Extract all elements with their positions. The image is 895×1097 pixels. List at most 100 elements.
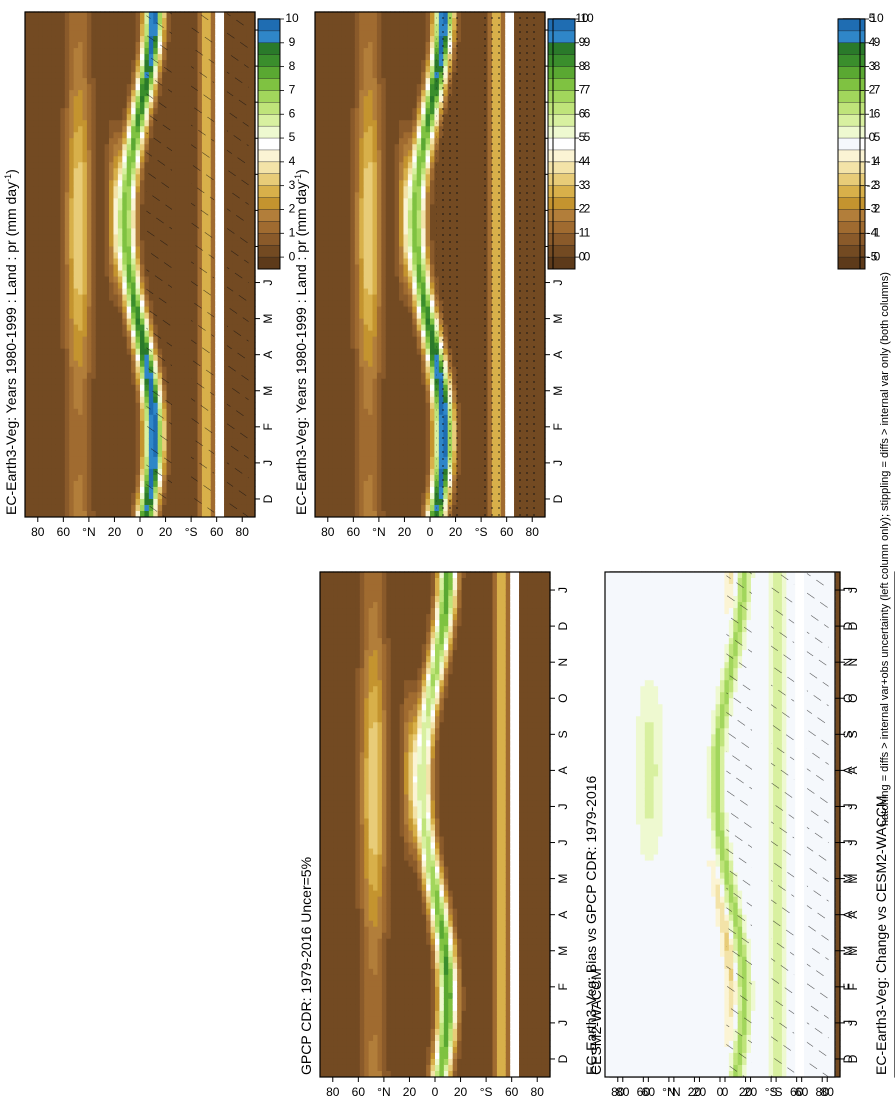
heatmap-cell xyxy=(25,245,31,253)
heatmap-cell xyxy=(69,378,75,385)
heatmap-cell xyxy=(47,161,53,169)
heatmap-cell xyxy=(179,510,185,517)
heatmap-cell xyxy=(86,318,92,325)
heatmap-cell xyxy=(315,348,321,355)
heatmap-cell xyxy=(60,462,66,469)
heatmap-cell xyxy=(109,396,115,403)
heatmap-cell xyxy=(337,438,343,445)
heatmap-cell xyxy=(122,510,128,517)
heatmap-cell xyxy=(73,396,79,403)
heatmap-cell xyxy=(42,486,48,493)
heatmap-cell xyxy=(55,143,61,151)
heatmap-cell xyxy=(184,173,190,181)
heatmap-cell xyxy=(215,71,221,79)
heatmap-cell xyxy=(78,209,84,217)
heatmap-cell xyxy=(82,245,88,253)
heatmap-cell xyxy=(323,366,329,373)
heatmap-cell xyxy=(29,486,35,493)
heatmap-cell xyxy=(64,444,70,451)
heatmap-cell xyxy=(86,275,92,283)
heatmap-cell xyxy=(91,312,97,319)
heatmap-cell xyxy=(175,215,181,223)
heatmap-cell xyxy=(332,432,338,439)
heatmap-cell xyxy=(109,155,115,163)
heatmap-cell xyxy=(64,263,70,271)
heatmap-cell xyxy=(100,119,106,127)
heatmap-cell xyxy=(170,221,176,229)
heatmap-cell xyxy=(170,161,176,169)
heatmap-cell xyxy=(42,89,48,97)
heatmap-cell xyxy=(86,167,92,175)
heatmap-cell xyxy=(323,89,329,97)
heatmap-cell xyxy=(29,89,35,97)
heatmap-cell xyxy=(95,215,101,223)
heatmap-cell xyxy=(38,209,44,217)
heatmap-cell xyxy=(135,504,141,511)
heatmap-cell xyxy=(140,474,146,481)
heatmap-cell xyxy=(47,29,53,37)
heatmap-cell xyxy=(332,305,338,313)
heatmap-cell xyxy=(47,348,53,355)
heatmap-cell xyxy=(55,185,61,193)
heatmap-cell xyxy=(131,83,137,91)
heatmap-cell xyxy=(215,312,221,319)
heatmap-cell xyxy=(126,354,132,361)
heatmap-cell xyxy=(51,420,57,427)
heatmap-cell xyxy=(42,77,48,85)
heatmap-cell xyxy=(170,408,176,415)
heatmap-cell xyxy=(33,474,39,481)
heatmap-cell xyxy=(73,450,79,457)
heatmap-cell xyxy=(319,420,325,427)
heatmap-cell xyxy=(219,155,225,163)
heatmap-cell xyxy=(60,227,66,235)
heatmap-cell xyxy=(100,360,106,367)
heatmap-cell xyxy=(323,251,329,259)
heatmap-cell xyxy=(95,41,101,49)
heatmap-cell xyxy=(69,191,75,199)
heatmap-cell xyxy=(51,438,57,445)
heatmap-cell xyxy=(175,287,181,295)
heatmap-cell xyxy=(219,29,225,37)
heatmap-cell xyxy=(55,468,61,475)
heatmap-cell xyxy=(184,107,190,115)
heatmap-cell xyxy=(215,450,221,457)
heatmap-cell xyxy=(29,384,35,391)
heatmap-cell xyxy=(135,510,141,517)
heatmap-cell xyxy=(78,378,84,385)
heatmap-cell xyxy=(86,101,92,109)
heatmap-cell xyxy=(69,239,75,247)
heatmap-cell xyxy=(126,95,132,103)
heatmap-cell xyxy=(219,414,225,421)
heatmap-cell xyxy=(122,149,128,157)
heatmap-cell xyxy=(60,360,66,367)
heatmap-cell xyxy=(328,167,334,175)
heatmap-cell xyxy=(328,299,334,307)
heatmap-cell xyxy=(140,161,146,169)
heatmap-cell xyxy=(323,173,329,181)
heatmap-cell xyxy=(323,101,329,109)
heatmap-cell xyxy=(319,293,325,301)
heatmap-cell xyxy=(33,41,39,49)
heatmap-cell xyxy=(86,287,92,295)
heatmap-cell xyxy=(95,287,101,295)
heatmap-cell xyxy=(86,149,92,157)
heatmap-cell xyxy=(175,330,181,337)
heatmap-cell xyxy=(126,414,132,421)
heatmap-cell xyxy=(328,245,334,253)
heatmap-cell xyxy=(319,257,325,265)
heatmap-cell xyxy=(219,65,225,73)
heatmap-cell xyxy=(95,107,101,115)
heatmap-cell xyxy=(73,35,79,43)
heatmap-cell xyxy=(126,227,132,235)
heatmap-cell xyxy=(315,396,321,403)
heatmap-cell xyxy=(64,318,70,325)
heatmap-cell xyxy=(219,372,225,379)
heatmap-cell xyxy=(60,468,66,475)
heatmap-cell xyxy=(51,245,57,253)
heatmap-cell xyxy=(42,396,48,403)
heatmap-cell xyxy=(78,275,84,283)
heatmap-cell xyxy=(86,330,92,337)
heatmap-cell xyxy=(337,209,343,217)
heatmap-cell xyxy=(140,468,146,475)
heatmap-cell xyxy=(47,366,53,373)
